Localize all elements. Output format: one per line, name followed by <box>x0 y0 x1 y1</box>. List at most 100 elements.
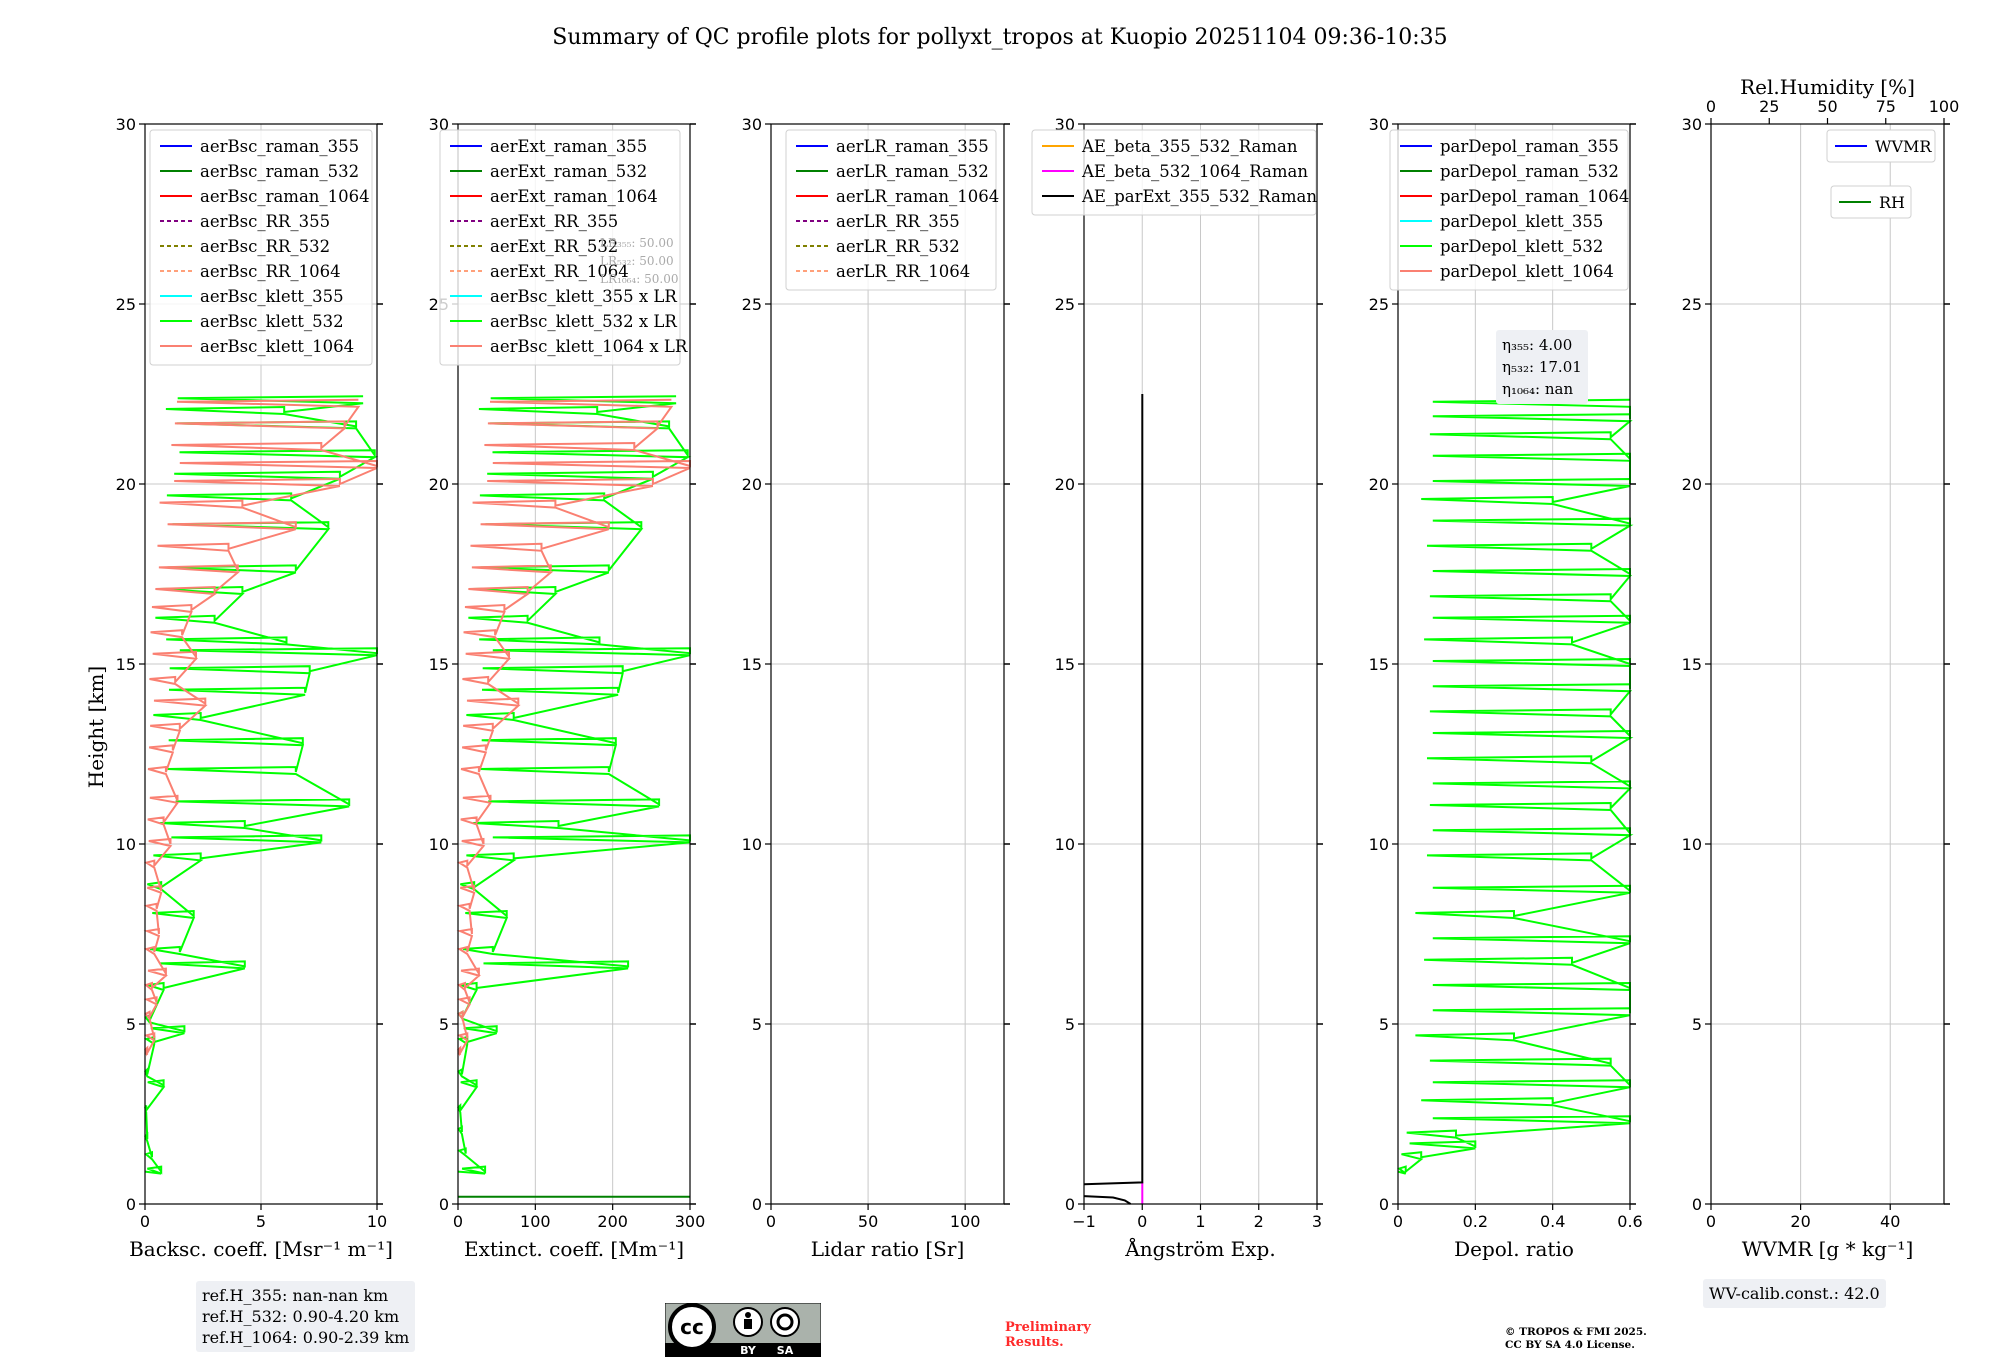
x-axis-label: Ångström Exp. <box>1124 1236 1275 1261</box>
y-tick-label: 5 <box>126 1015 136 1034</box>
legend-label: aerExt_raman_355 <box>490 137 647 156</box>
legend-ae: AE_beta_355_532_Raman AE_beta_532_1064_Ra… <box>1031 129 1317 216</box>
y-axis-label: Height [km] <box>84 666 108 788</box>
legend-label: AE_beta_355_532_Raman <box>1081 137 1298 156</box>
y-tick-label: 20 <box>1055 475 1075 494</box>
legend-depol: parDepol_raman_355 parDepol_raman_532 parD… <box>1389 129 1629 291</box>
y-tick-label: 0 <box>752 1195 762 1214</box>
y-tick-label: 15 <box>1682 655 1702 674</box>
x-tick-label: 200 <box>597 1212 628 1231</box>
legend-label: parDepol_raman_1064 <box>1440 187 1629 206</box>
legend-label: aerLR_raman_532 <box>836 162 989 181</box>
legend-label: aerBsc_raman_1064 <box>200 187 370 206</box>
legend-label: aerExt_RR_532 <box>490 237 618 256</box>
y-tick-label: 30 <box>1682 115 1702 134</box>
cc-icon <box>668 1303 716 1351</box>
legend-label: parDepol_klett_1064 <box>1440 262 1614 281</box>
top-x-tick-label: 75 <box>1876 97 1896 116</box>
series-aerBsc_klett_532 <box>143 395 379 1175</box>
y-tick-label: 0 <box>126 1195 136 1214</box>
series-aerBsc_klett_1064 x LR <box>456 398 691 1057</box>
eta-355: η₃₅₅: 4.00 <box>1502 336 1573 354</box>
x-tick-label: 0 <box>1137 1212 1147 1231</box>
x-axis-label: WVMR [g * kg⁻¹] <box>1742 1237 1914 1261</box>
y-tick-label: 0 <box>1065 1195 1075 1214</box>
top-x-tick-label: 50 <box>1817 97 1837 116</box>
series-parDepol_klett_532 <box>1397 398 1634 1175</box>
legend-box <box>1389 129 1629 291</box>
x-tick-label: 50 <box>858 1212 878 1231</box>
x-axis-label: Depol. ratio <box>1454 1237 1574 1261</box>
preliminary-line-2: Results. <box>1005 1335 1064 1350</box>
top-axis-label: Rel.Humidity [%] <box>1740 75 1915 99</box>
legend-label: aerBsc_klett_1064 x LR <box>490 337 688 356</box>
legend-label: parDepol_raman_532 <box>1440 162 1619 181</box>
legend-box <box>1826 129 1936 163</box>
y-tick-label: 10 <box>1682 835 1702 854</box>
legend-label: aerLR_RR_1064 <box>836 262 970 281</box>
legend-label: aerLR_raman_1064 <box>836 187 999 206</box>
preliminary-line-1: Preliminary <box>1005 1320 1091 1335</box>
copyright-line-2: CC BY SA 4.0 License. <box>1505 1339 1635 1351</box>
eta-532: η₅₃₂: 17.01 <box>1502 358 1582 376</box>
legend-lr: aerLR_raman_355 aerLR_raman_532 aerLR_rama… <box>785 129 999 291</box>
y-tick-label: 30 <box>116 115 136 134</box>
legend-label: WVMR <box>1875 137 1932 156</box>
x-tick-label: 100 <box>950 1212 981 1231</box>
legend-label: aerBsc_RR_355 <box>200 212 330 231</box>
series-AE_parExt_355_532_Raman <box>1083 394 1144 1186</box>
y-tick-label: 15 <box>429 655 449 674</box>
legend-box <box>785 129 997 291</box>
y-tick-label: 25 <box>1682 295 1702 314</box>
legend-bsc: aerBsc_raman_355 aerBsc_raman_532 aerBsc_r… <box>149 129 373 366</box>
y-tick-label: 10 <box>742 835 762 854</box>
sa-share-icon <box>770 1307 800 1337</box>
legend-label: parDepol_klett_355 <box>1440 212 1603 231</box>
legend-label: aerBsc_RR_532 <box>200 237 330 256</box>
legend-label: aerBsc_klett_355 x LR <box>490 287 677 306</box>
x-tick-label: 0 <box>766 1212 776 1231</box>
y-tick-label: 5 <box>752 1015 762 1034</box>
y-tick-label: 30 <box>429 115 449 134</box>
x-tick-label: 20 <box>1790 1212 1810 1231</box>
series-aerBsc_klett_532 x LR <box>456 395 692 1175</box>
legend-wv: WVMR RH <box>1826 129 1936 219</box>
panel-lr: 0 50 100 0 5 10 15 20 25 30 Lidar ratio [Sr] aerLR_… <box>742 115 1010 1261</box>
cc-by-sa-badge: cc BY SA <box>665 1303 821 1357</box>
legend-label: parDepol_klett_532 <box>1440 237 1603 256</box>
series-AE_parExt_355_532_Raman_low <box>1083 1195 1132 1205</box>
x-tick-label: 0 <box>453 1212 463 1231</box>
x-tick-label: 0.4 <box>1540 1212 1565 1231</box>
y-tick-label: 5 <box>1379 1015 1389 1034</box>
y-tick-label: 30 <box>1369 115 1389 134</box>
top-x-tick-label: 25 <box>1759 97 1779 116</box>
x-tick-label: 0 <box>140 1212 150 1231</box>
eta-1064: η₁₀₆₄: nan <box>1502 380 1574 398</box>
x-tick-label: 0 <box>1706 1212 1716 1231</box>
y-tick-label: 25 <box>1055 295 1075 314</box>
legend-label: parDepol_raman_355 <box>1440 137 1619 156</box>
by-label: BY <box>740 1344 757 1357</box>
legend-label: aerLR_RR_532 <box>836 237 960 256</box>
preliminary-note: Preliminary Results. <box>1005 1320 1091 1350</box>
y-tick-label: 0 <box>439 1195 449 1214</box>
x-axis-label: Backsc. coeff. [Msr⁻¹ m⁻¹] <box>129 1237 393 1261</box>
legend-label: aerBsc_raman_532 <box>200 162 359 181</box>
ref-height-355: ref.H_355: nan-nan km <box>202 1286 389 1305</box>
y-tick-label: 30 <box>742 115 762 134</box>
panel-bsc: 0 5 10 0 5 10 15 20 25 30 Backsc. coeff. [Msr⁻¹ m⁻… <box>116 115 393 1261</box>
lr-note-355: LR₃₅₅: 50.00 <box>600 236 674 250</box>
y-tick-label: 10 <box>429 835 449 854</box>
x-tick-label: 2 <box>1254 1212 1264 1231</box>
y-tick-label: 20 <box>116 475 136 494</box>
y-tick-label: 25 <box>116 295 136 314</box>
legend-label: aerBsc_klett_532 x LR <box>490 312 677 331</box>
copyright-line-1: © TROPOS & FMI 2025. <box>1505 1326 1647 1338</box>
legend-label: aerBsc_raman_355 <box>200 137 359 156</box>
wv-calib-box: WV-calib.const.: 42.0 <box>1703 1279 1886 1308</box>
legend-box <box>439 129 681 366</box>
ref-height-532: ref.H_532: 0.90-4.20 km <box>202 1307 400 1326</box>
legend-label: aerExt_RR_355 <box>490 212 618 231</box>
